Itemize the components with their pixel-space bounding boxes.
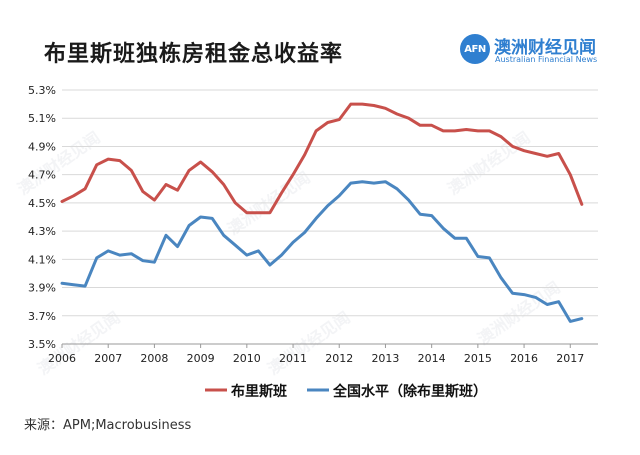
series-line-national bbox=[60, 180, 584, 323]
brand-name-en: Australian Financial News bbox=[495, 55, 598, 64]
x-tick-label: 2006 bbox=[48, 352, 76, 365]
brand-name-cn: 澳洲财经见闻 bbox=[494, 38, 596, 58]
y-tick-label: 4.5% bbox=[28, 197, 56, 210]
y-tick-label: 3.5% bbox=[28, 338, 56, 351]
source-note: 来源：APM;Macrobusiness bbox=[24, 418, 192, 433]
y-tick-label: 3.9% bbox=[28, 282, 56, 295]
x-tick-label: 2014 bbox=[418, 352, 446, 365]
x-tick-label: 2007 bbox=[94, 352, 122, 365]
y-tick-label: 4.7% bbox=[28, 169, 56, 182]
x-tick-label: 2013 bbox=[371, 352, 399, 365]
y-tick-label: 4.3% bbox=[28, 225, 56, 238]
y-tick-label: 3.7% bbox=[28, 310, 56, 323]
x-tick-label: 2011 bbox=[279, 352, 307, 365]
series-line-brisbane bbox=[60, 102, 584, 215]
legend-label: 全国水平（除布里斯班） bbox=[332, 383, 487, 400]
legend-label: 布里斯班 bbox=[231, 383, 287, 400]
y-tick-label: 5.3% bbox=[28, 84, 56, 97]
chart-title: 布里斯班独栋房租金总收益率 bbox=[44, 42, 344, 67]
x-tick-label: 2009 bbox=[187, 352, 215, 365]
x-tick-label: 2016 bbox=[510, 352, 538, 365]
y-tick-label: 5.1% bbox=[28, 112, 56, 125]
x-tick-label: 2008 bbox=[140, 352, 168, 365]
x-tick-label: 2010 bbox=[233, 352, 261, 365]
x-tick-label: 2015 bbox=[464, 352, 492, 365]
y-tick-label: 4.9% bbox=[28, 140, 56, 153]
x-tick-label: 2017 bbox=[556, 352, 584, 365]
afn-logo-icon: AFN bbox=[460, 34, 490, 64]
x-tick-label: 2012 bbox=[325, 352, 353, 365]
brand-logo: AFN 澳洲财经见闻 Australian Financial News bbox=[460, 34, 620, 68]
y-tick-label: 4.1% bbox=[28, 253, 56, 266]
